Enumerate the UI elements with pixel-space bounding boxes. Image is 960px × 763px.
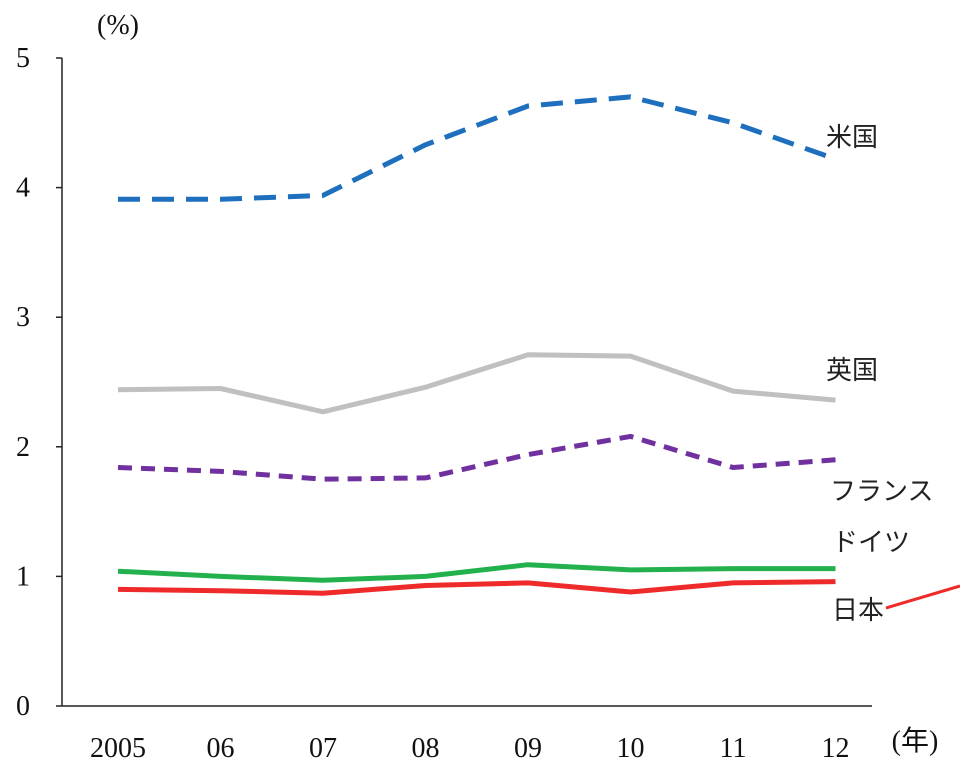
- x-tick-label: 07: [309, 733, 337, 763]
- x-tick-label: 10: [617, 733, 645, 763]
- x-tick-label: 12: [822, 733, 850, 763]
- x-tick-label: 08: [412, 733, 440, 763]
- y-tick-labels: 0 1 2 3 4 5: [16, 43, 62, 722]
- y-axis-unit-label: (%): [97, 10, 139, 41]
- x-tick-label: 11: [720, 733, 747, 763]
- x-tick-label: 09: [514, 733, 542, 763]
- y-tick-label: 4: [16, 173, 30, 204]
- y-tick-label: 1: [16, 561, 30, 592]
- series-label: 米国: [826, 123, 878, 153]
- series-label: 日本: [832, 596, 884, 626]
- series-label: ドイツ: [832, 528, 910, 558]
- series-line: [118, 94, 837, 202]
- series-label: フランス: [830, 477, 933, 507]
- x-tick-label: 2005: [90, 733, 146, 763]
- y-tick-label: 5: [16, 43, 30, 74]
- label-leaders: [885, 584, 960, 610]
- y-tick-label: 0: [16, 691, 30, 722]
- x-axis-unit-label: (年): [892, 725, 939, 757]
- japan-label-leader: [885, 584, 960, 610]
- series-label: 英国: [826, 356, 878, 386]
- series-line: [117, 352, 836, 415]
- axes: (%) (年): [61, 10, 939, 757]
- y-tick-label: 3: [16, 302, 30, 333]
- series-line: [117, 579, 836, 596]
- x-tick-label: 06: [207, 733, 235, 763]
- y-tick-label: 2: [16, 432, 30, 463]
- series-line: [117, 562, 836, 583]
- x-tick-labels: 2005 06 07 08 09 10 11 12: [90, 733, 850, 763]
- series-line: [117, 433, 836, 482]
- series-lines: [117, 94, 837, 596]
